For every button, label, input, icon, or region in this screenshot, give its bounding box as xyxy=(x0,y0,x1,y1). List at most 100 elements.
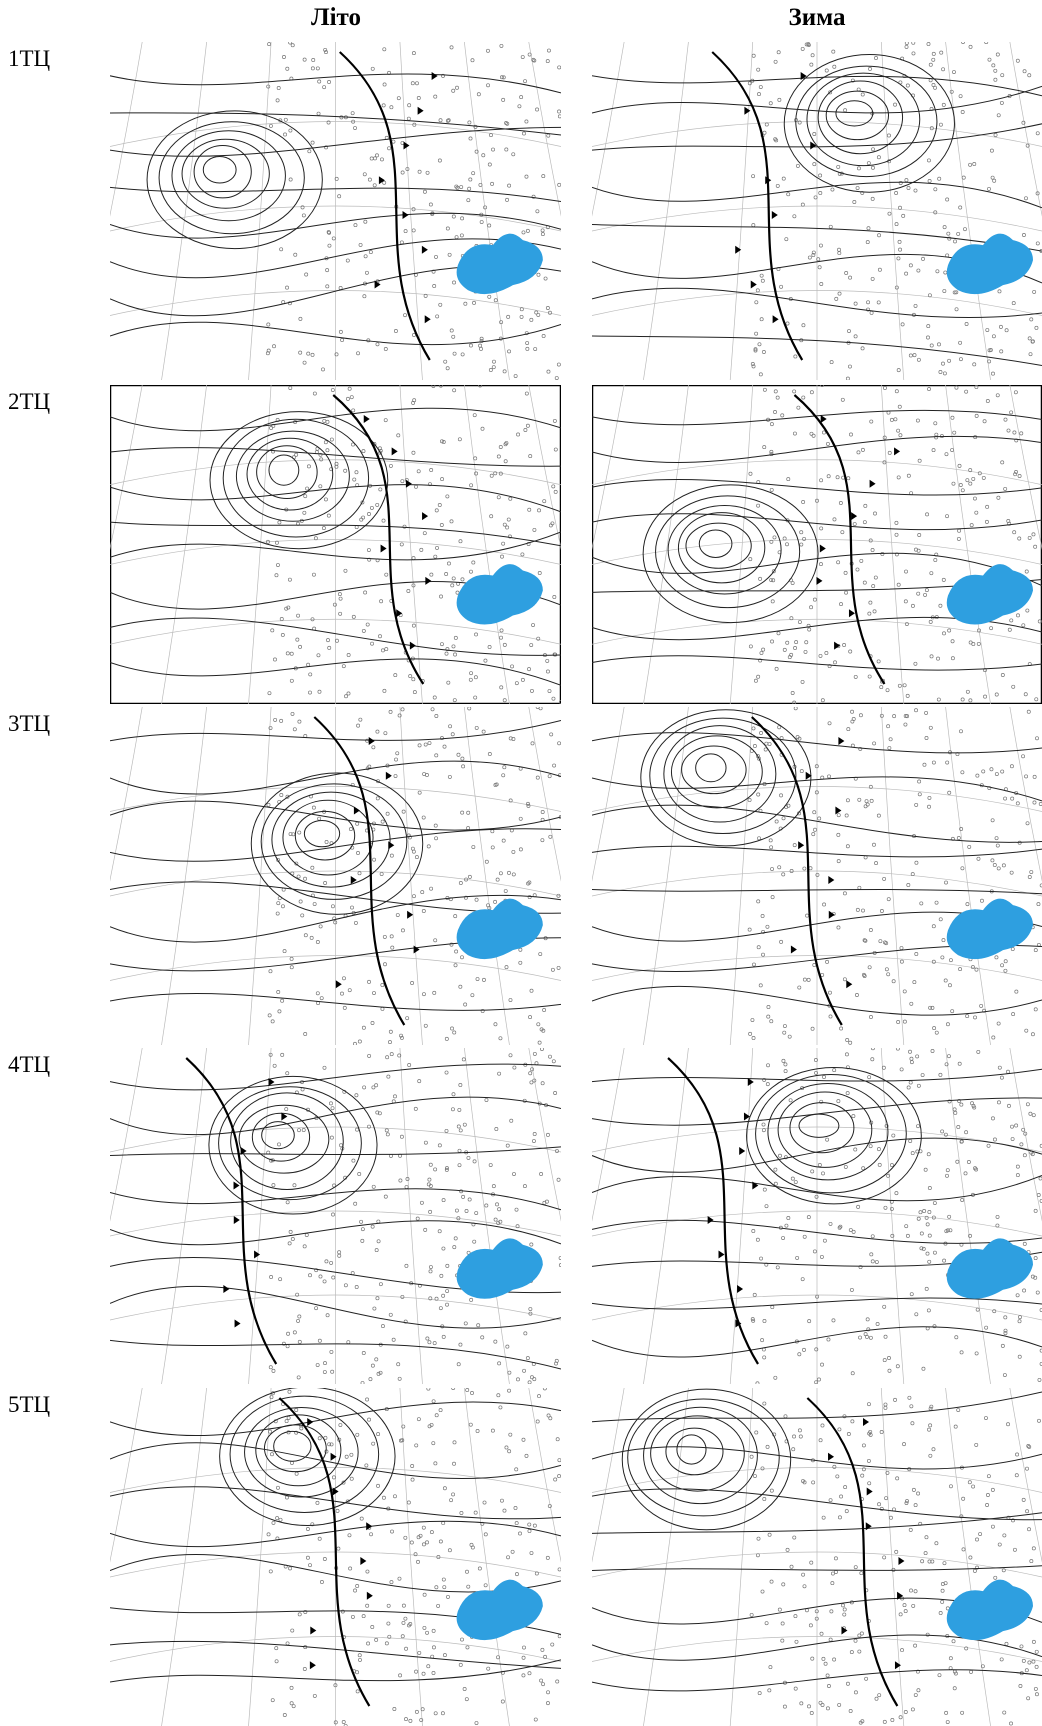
station xyxy=(421,891,424,894)
station xyxy=(776,184,779,187)
station xyxy=(297,1129,300,1132)
station xyxy=(418,1080,421,1083)
station xyxy=(462,1058,465,1061)
station xyxy=(461,353,464,356)
station xyxy=(749,558,752,561)
front-symbol xyxy=(810,142,816,150)
station xyxy=(906,1234,909,1237)
station xyxy=(892,980,895,983)
station xyxy=(455,1209,458,1212)
station xyxy=(339,286,342,289)
station xyxy=(829,225,832,228)
station xyxy=(518,1532,521,1535)
station xyxy=(896,1477,899,1480)
front-symbol xyxy=(360,1557,366,1565)
station xyxy=(468,1198,471,1201)
station xyxy=(904,1609,907,1612)
station xyxy=(1004,1316,1007,1319)
station xyxy=(452,215,455,218)
station xyxy=(866,301,869,304)
station xyxy=(944,1133,947,1136)
station xyxy=(346,259,349,262)
station xyxy=(400,543,403,546)
station xyxy=(924,1551,927,1554)
station xyxy=(878,268,881,271)
station xyxy=(383,83,386,86)
station xyxy=(435,714,438,717)
station xyxy=(453,653,456,656)
station xyxy=(793,390,796,393)
station xyxy=(1028,536,1031,539)
station xyxy=(899,1613,902,1616)
station xyxy=(454,915,457,918)
station xyxy=(766,1083,769,1086)
station xyxy=(504,460,507,463)
station xyxy=(995,837,998,840)
station xyxy=(279,1278,282,1281)
station xyxy=(519,948,522,951)
station xyxy=(787,193,790,196)
station xyxy=(352,615,355,618)
station xyxy=(933,1201,936,1204)
station xyxy=(991,1525,994,1528)
station xyxy=(887,1356,890,1359)
station xyxy=(915,952,918,955)
station xyxy=(927,387,930,390)
station xyxy=(957,232,960,235)
station xyxy=(823,1239,826,1242)
station xyxy=(530,643,533,646)
station xyxy=(356,1690,359,1693)
station xyxy=(831,1572,834,1575)
station xyxy=(363,295,366,298)
station xyxy=(969,482,972,485)
station xyxy=(921,1560,924,1563)
station xyxy=(469,344,472,347)
station xyxy=(475,1721,478,1724)
station xyxy=(827,1338,830,1341)
meridian xyxy=(730,42,753,380)
station xyxy=(484,1584,487,1587)
station xyxy=(336,1509,339,1512)
station xyxy=(932,960,935,963)
station xyxy=(303,361,306,364)
station xyxy=(468,707,471,710)
station xyxy=(778,98,781,101)
station xyxy=(331,1213,334,1216)
station xyxy=(405,1185,408,1188)
station xyxy=(360,1220,363,1223)
meridian xyxy=(881,1388,904,1726)
station xyxy=(361,1228,364,1231)
synoptic-map xyxy=(110,42,561,380)
station xyxy=(503,1509,506,1512)
station xyxy=(458,438,461,441)
station xyxy=(775,820,778,823)
station xyxy=(393,1095,396,1098)
front-symbol xyxy=(422,512,428,520)
station xyxy=(330,438,333,441)
station xyxy=(903,990,906,993)
station xyxy=(460,234,463,237)
station xyxy=(776,396,779,399)
station xyxy=(810,391,813,394)
station xyxy=(350,906,353,909)
station xyxy=(468,875,471,878)
station xyxy=(446,495,449,498)
isobar xyxy=(641,710,811,846)
station xyxy=(784,1063,787,1066)
station xyxy=(869,601,872,604)
station xyxy=(796,1256,799,1259)
station xyxy=(1001,1344,1004,1347)
station xyxy=(320,997,323,1000)
station xyxy=(370,642,373,645)
station xyxy=(917,592,920,595)
station xyxy=(458,1108,461,1111)
station xyxy=(478,1567,481,1570)
station xyxy=(505,1446,508,1449)
station xyxy=(866,241,869,244)
station xyxy=(360,1517,363,1520)
station xyxy=(520,95,523,98)
station xyxy=(548,1055,551,1058)
station xyxy=(1001,770,1004,773)
station xyxy=(914,662,917,665)
front-symbol xyxy=(432,72,438,80)
